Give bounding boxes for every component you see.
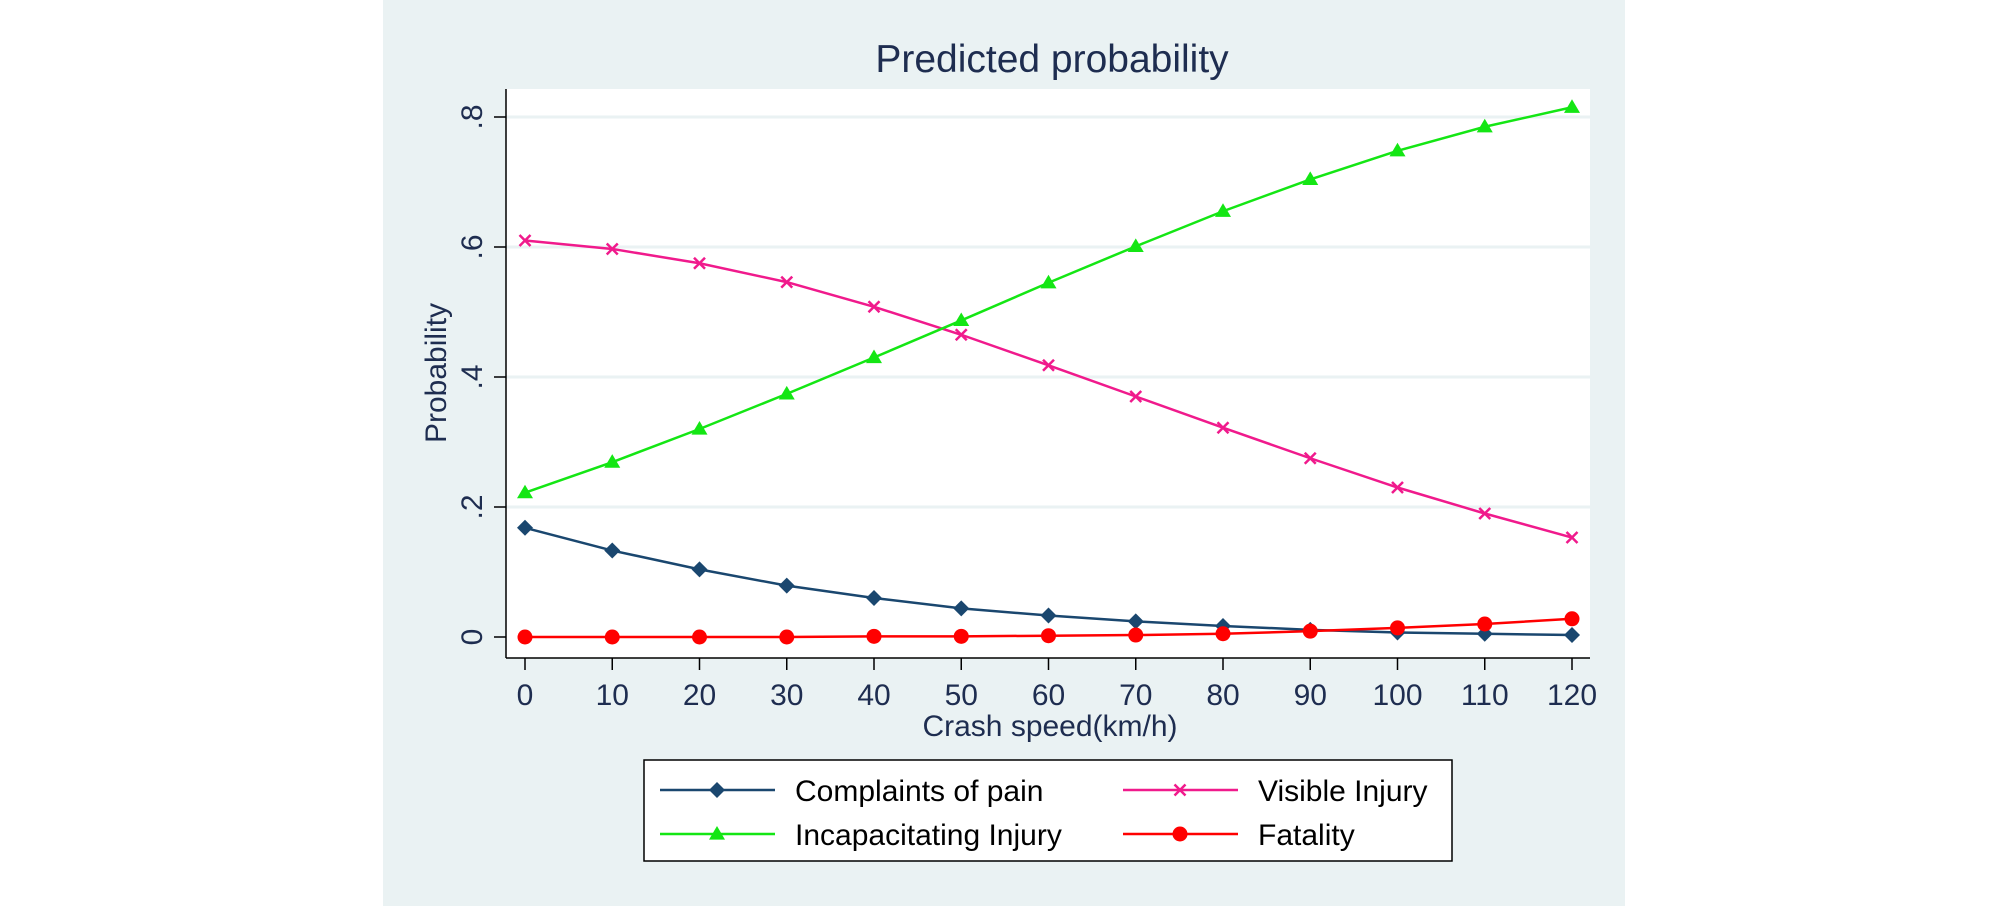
data-point-visible-injury [1216,421,1230,435]
data-point-fatality [1390,620,1405,636]
data-point-complaints-of-pain [866,590,882,606]
data-point-visible-injury [605,242,619,256]
data-point-fatality [953,628,969,644]
legend-item-fatality: Fatality [1123,819,1355,852]
data-point-incapacitating-injury [1302,171,1319,185]
data-point-incapacitating-injury [1127,238,1144,252]
legend: Complaints of pain Visible Injury Incapaci… [643,759,1453,862]
data-point-complaints-of-pain [953,600,970,617]
legend-box [643,759,1453,862]
y-axis-title: Probability [420,303,453,443]
data-point-visible-injury [1129,390,1143,403]
x-tick-label: 10 [596,679,629,712]
x-tick-label: 120 [1547,679,1597,712]
x-axis-title: Crash speed(km/h) [922,710,1177,743]
x-tick-label: 110 [1461,679,1509,712]
legend-item-visible-injury: Visible Injury [1123,775,1428,808]
data-point-visible-injury [954,328,968,342]
data-point-fatality [1302,623,1318,639]
data-point-fatality [517,629,533,645]
data-point-incapacitating-injury [517,484,533,499]
data-point-complaints-of-pain [1127,613,1144,630]
axes: 0 10 20 30 40 50 60 70 80 90 100 110 120 0 .2 .4 .6 .8 [456,89,1597,712]
legend-key-marker [1172,826,1188,842]
x-tick-label: 30 [770,679,803,712]
y-tick-label: .2 [456,494,489,519]
x-tick-label: 90 [1294,679,1327,712]
data-point-complaints-of-pain [1040,607,1057,624]
x-tick-label: 40 [857,679,890,712]
plot-region-background [506,89,1590,658]
data-point-incapacitating-injury [1215,203,1231,217]
legend-label: Fatality [1258,819,1355,852]
x-tick-label: 80 [1206,679,1239,712]
data-point-fatality [692,629,707,645]
series-visible-injury [518,234,1579,544]
data-point-incapacitating-injury [604,454,621,468]
series-incapacitating-injury [517,99,1580,499]
x-tick-label: 60 [1032,679,1065,712]
series-layer [517,99,1580,645]
data-point-visible-injury [518,234,532,247]
data-point-visible-injury [867,300,881,314]
data-point-complaints-of-pain [778,577,795,594]
data-point-complaints-of-pain [1564,627,1580,644]
data-point-fatality [604,629,620,645]
data-point-complaints-of-pain [691,561,708,578]
legend-item-complaints-of-pain: Complaints of pain [660,775,1043,808]
y-tick-label: 0 [456,629,489,646]
data-point-visible-injury [1391,481,1404,494]
series-fatality [517,611,1580,645]
data-point-incapacitating-injury [953,312,970,327]
data-point-incapacitating-injury [866,349,882,364]
legend-key-marker [709,782,725,798]
data-point-fatality [1477,616,1493,632]
data-point-incapacitating-injury [1040,274,1057,289]
y-tick-label: .4 [456,364,489,389]
chart-title: Predicted probability [875,38,1229,81]
data-point-incapacitating-injury [1389,142,1406,157]
data-point-incapacitating-injury [1476,118,1493,133]
data-point-complaints-of-pain [604,542,621,559]
data-point-fatality [1041,628,1056,644]
data-point-fatality [866,628,882,644]
x-tick-label: 20 [683,679,716,712]
data-point-fatality [1564,611,1580,627]
data-point-visible-injury [1478,507,1492,520]
data-point-incapacitating-injury [691,421,708,435]
legend-label: Complaints of pain [795,775,1043,808]
data-point-visible-injury [1303,451,1317,465]
x-tick-label: 100 [1372,679,1422,712]
data-point-fatality [1215,626,1231,642]
legend-key-marker [709,826,725,840]
x-tick-label: 0 [517,679,534,712]
data-point-visible-injury [1565,531,1579,544]
legend-key-marker [1173,783,1187,797]
y-tick-label: .8 [456,104,489,129]
y-tick-label: .6 [456,234,489,259]
x-tick-label: 70 [1119,679,1152,712]
legend-label: Visible Injury [1258,775,1428,808]
grid-lines [506,115,1590,509]
data-point-incapacitating-injury [1564,99,1580,113]
data-point-complaints-of-pain [517,519,533,536]
legend-item-incapacitating-injury: Incapacitating Injury [660,819,1062,852]
x-tick-label: 50 [945,679,978,712]
data-point-fatality [779,629,795,645]
legend-label: Incapacitating Injury [795,819,1062,852]
data-point-visible-injury [693,256,706,270]
data-point-fatality [1128,627,1144,643]
data-point-incapacitating-injury [778,385,795,400]
data-point-visible-injury [1042,358,1055,372]
data-point-visible-injury [780,275,794,289]
